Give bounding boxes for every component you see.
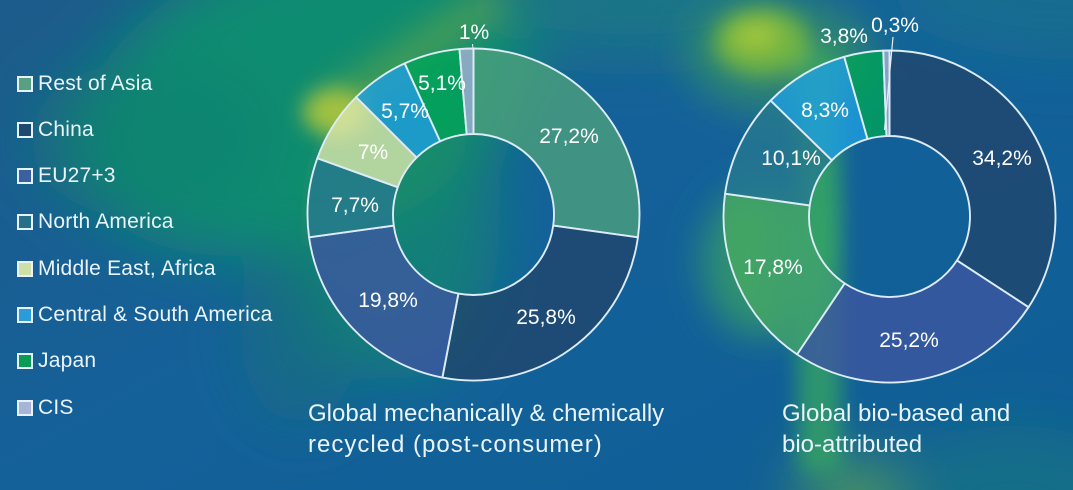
svg-text:34,2%: 34,2% [972,147,1032,170]
svg-text:7%: 7% [358,141,388,164]
svg-text:1%: 1% [459,21,489,44]
svg-text:5,1%: 5,1% [418,72,466,95]
svg-text:5,7%: 5,7% [381,100,429,123]
svg-text:19,8%: 19,8% [358,289,418,312]
svg-text:27,2%: 27,2% [539,125,599,148]
svg-text:25,8%: 25,8% [516,306,576,329]
svg-text:8,3%: 8,3% [801,99,849,122]
svg-text:10,1%: 10,1% [761,147,821,170]
svg-text:17,8%: 17,8% [743,256,803,279]
svg-text:25,2%: 25,2% [879,329,939,352]
svg-text:0,3%: 0,3% [871,14,919,37]
svg-text:3,8%: 3,8% [820,25,868,48]
svg-text:7,7%: 7,7% [331,194,379,217]
